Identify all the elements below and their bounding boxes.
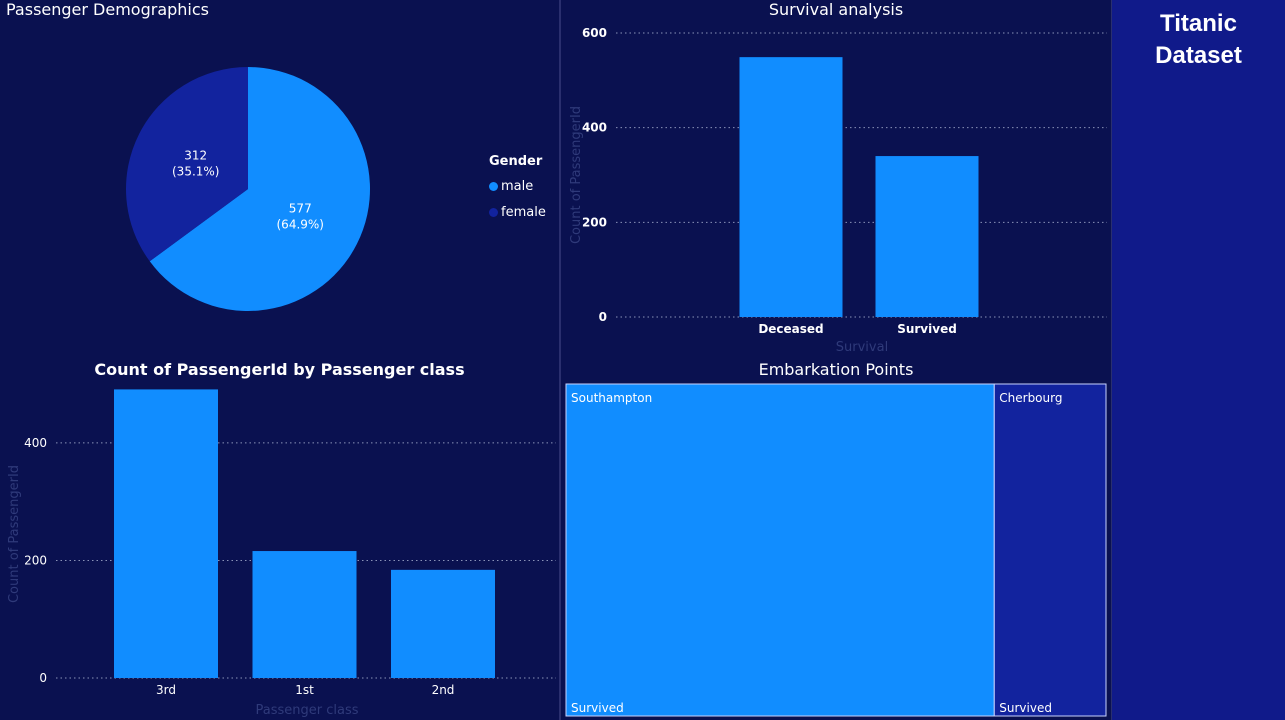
legend-label-male: male: [501, 178, 534, 194]
treemap-tile-sublabel: Survived: [999, 701, 1052, 715]
treemap-tile-label: Southampton: [571, 391, 652, 405]
class-chart-title: Count of PassengerId by Passenger class: [94, 360, 465, 379]
x-tick-label: Survived: [897, 322, 957, 336]
bar-3rd[interactable]: [114, 389, 218, 678]
y-tick-label: 0: [39, 671, 47, 685]
legend-item-female[interactable]: female: [489, 199, 546, 225]
pie-value-label: 312: [184, 149, 207, 163]
side-divider: [1111, 0, 1112, 720]
treemap-tile-southampton[interactable]: [565, 383, 995, 717]
dashboard-title-line2: Dataset: [1155, 42, 1242, 69]
x-tick-label: Deceased: [758, 322, 823, 336]
bar-deceased[interactable]: [739, 57, 843, 317]
pie-percent-label: (35.1%): [172, 165, 219, 179]
legend-dot-icon: [489, 207, 498, 217]
pie-slice-male[interactable]: [149, 67, 370, 312]
bar-2nd[interactable]: [391, 569, 495, 678]
embarkation-chart-title: Embarkation Points: [758, 360, 914, 379]
legend-label-female: female: [501, 204, 546, 220]
treemap-tile-sublabel: Survived: [571, 701, 624, 715]
gender-pie-chart[interactable]: 577 (64.9%) 312 (35.1%): [0, 0, 559, 358]
treemap-tile-label: Cherbourg: [999, 391, 1062, 405]
pie-percent-label: (64.9%): [277, 217, 324, 231]
bar-1st[interactable]: [252, 551, 357, 678]
legend-title: Gender: [489, 154, 543, 169]
y-tick-label: 200: [24, 553, 47, 567]
pie-slice-female[interactable]: [125, 67, 248, 262]
y-axis-label: Count of PassengerId: [569, 106, 584, 244]
passenger-class-panel[interactable]: Count of PassengerId by Passenger class …: [0, 360, 559, 720]
treemap-tile-cherbourg[interactable]: [993, 383, 1107, 717]
y-tick-label: 0: [599, 310, 607, 324]
x-axis-label: Survival: [836, 340, 888, 355]
survival-bar-chart[interactable]: 0 200 400 600 Deceased Survived Survival Count …: [561, 0, 1111, 358]
x-axis-label: Passenger class: [255, 703, 358, 718]
dashboard-title: Titanic Dataset: [1112, 8, 1285, 72]
passenger-demographics-panel[interactable]: Passenger Demographics 577 (64.9%) 312 (35.…: [0, 0, 559, 358]
x-tick-label: 1st: [295, 683, 314, 697]
y-tick-label: 400: [24, 436, 47, 450]
x-tick-label: 3rd: [156, 683, 176, 697]
y-tick-label: 600: [582, 26, 607, 40]
title-panel: Titanic Dataset: [1112, 0, 1285, 720]
legend-item-male[interactable]: male: [489, 173, 546, 199]
y-tick-label: 200: [582, 215, 607, 229]
vertical-divider: [559, 0, 561, 720]
survival-analysis-panel[interactable]: Survival analysis 0 200 400 600 Deceased Surv…: [561, 0, 1111, 358]
pie-value-label: 577: [289, 201, 312, 215]
y-axis-label: Count of PassengerId: [7, 465, 22, 603]
x-tick-label: 2nd: [432, 683, 455, 697]
embarkation-treemap[interactable]: Southampton Survived Cherbourg Survived: [561, 360, 1111, 720]
embarkation-points-panel[interactable]: Embarkation Points Southampton Survived Ch…: [561, 360, 1111, 720]
survival-chart-title: Survival analysis: [768, 0, 904, 19]
dashboard-title-line1: Titanic: [1160, 10, 1237, 37]
gender-legend: Gender male female: [489, 154, 546, 225]
bar-survived[interactable]: [875, 156, 979, 317]
legend-dot-icon: [489, 181, 498, 191]
y-tick-label: 400: [582, 121, 607, 135]
pie-chart-title: Passenger Demographics: [6, 0, 210, 19]
